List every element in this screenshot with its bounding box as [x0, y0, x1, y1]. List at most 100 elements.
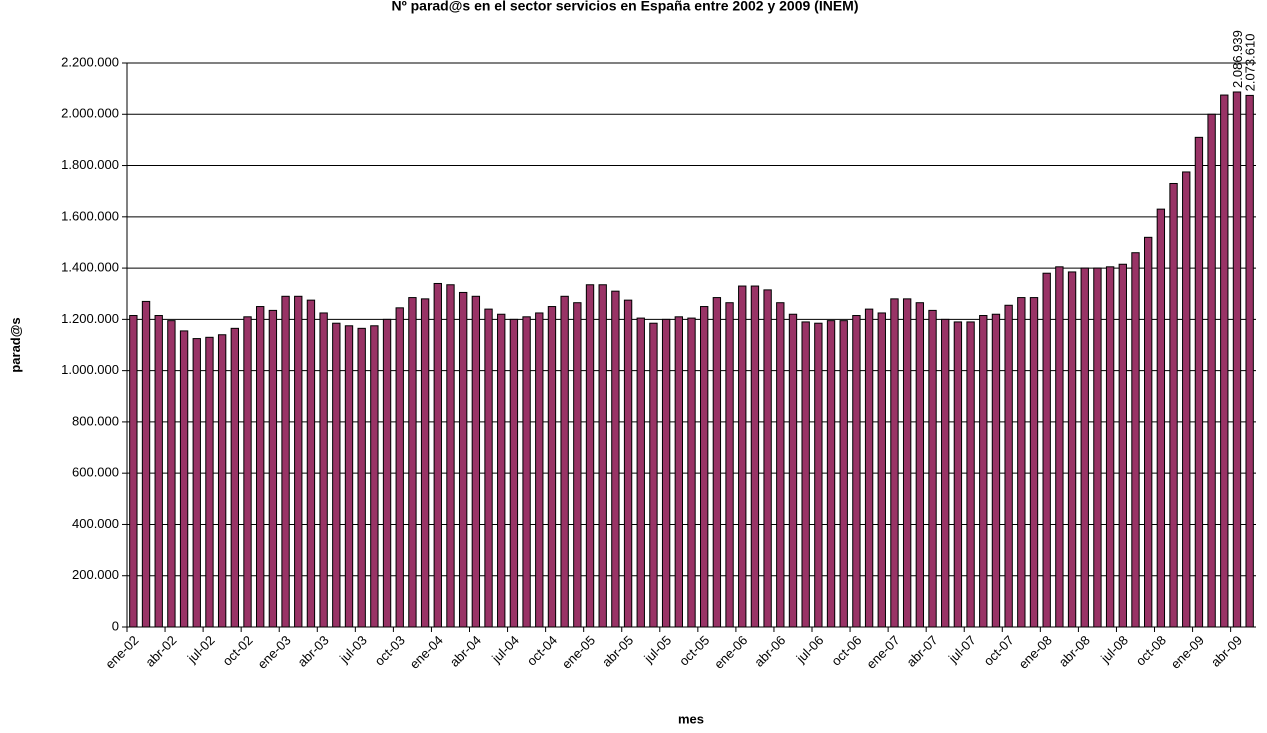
bar-may-03	[332, 322, 341, 628]
bar-sep-08	[1143, 236, 1153, 628]
bar-abr-04	[471, 295, 481, 628]
bar-jul-06	[814, 322, 823, 628]
bar-nov-04	[560, 295, 569, 628]
bar-sep-02	[230, 327, 240, 628]
x-tick-label: oct-03	[372, 633, 408, 669]
x-tick-label: abr-04	[447, 633, 484, 670]
bar-abr-07	[928, 309, 937, 628]
bar-may-09	[1245, 94, 1254, 628]
bar-nov-05	[712, 297, 722, 628]
y-axis-title: parad@s	[8, 317, 23, 372]
bar-abr-03	[319, 312, 328, 628]
bar-may-06	[788, 313, 798, 628]
x-tick-label: abr-06	[751, 633, 788, 670]
bar-dic-07	[1029, 297, 1039, 628]
bar-dic-06	[877, 312, 886, 628]
x-tick-label: ene-06	[711, 633, 750, 672]
bar-ene-08	[1042, 272, 1051, 628]
data-label: 2.086.939	[1230, 30, 1245, 88]
bar-mar-07	[915, 302, 925, 628]
bar-ene-02	[129, 315, 138, 628]
bar-sep-06	[839, 320, 848, 628]
y-tick-label: 1.400.000	[61, 260, 119, 275]
bar-mar-06	[763, 289, 772, 628]
y-axis-ticks: 0 200.000 400.000 600.000 800.000 1.000.000 1.…	[61, 54, 127, 633]
y-tick-label: 400.000	[72, 516, 119, 531]
bar-mar-04	[458, 291, 468, 628]
bar-abr-09	[1232, 91, 1242, 628]
chart-title: Nº parad@s en el sector servicios en Esp…	[392, 0, 859, 14]
bar-ene-09	[1194, 136, 1204, 628]
x-tick-label: ene-04	[407, 633, 446, 672]
bar-jul-08	[1118, 263, 1127, 628]
bar-ene-07	[890, 298, 899, 628]
bar-ago-07	[979, 315, 988, 628]
x-tick-label: abr-09	[1208, 633, 1245, 670]
data-label: 2.073.610	[1243, 34, 1258, 92]
x-tick-label: jul-05	[640, 633, 674, 667]
y-tick-label: 200.000	[72, 567, 119, 582]
bar-mar-02	[154, 315, 163, 628]
bar-ene-04	[433, 282, 442, 628]
bar-mar-03	[306, 299, 316, 628]
bar-mar-08	[1067, 271, 1077, 628]
bar-oct-05	[700, 306, 709, 628]
bar-jul-07	[966, 321, 975, 628]
bars	[129, 91, 1254, 628]
bar-mar-05	[611, 290, 620, 628]
x-tick-label: jul-04	[488, 633, 522, 667]
axes	[126, 63, 1256, 628]
x-tick-label: ene-05	[559, 633, 598, 672]
bar-abr-05	[623, 299, 633, 628]
bar-dic-05	[725, 302, 734, 628]
bar-jun-07	[953, 321, 963, 628]
bar-abr-08	[1080, 267, 1089, 628]
x-tick-label: ene-07	[863, 633, 902, 672]
y-tick-label: 1.800.000	[61, 157, 119, 172]
y-tick-label: 2.200.000	[61, 54, 119, 69]
bar-sep-05	[687, 317, 696, 628]
bar-sep-03	[382, 318, 392, 628]
x-tick-label: oct-04	[524, 633, 560, 669]
bar-jun-03	[344, 325, 354, 628]
bar-may-08	[1093, 267, 1102, 628]
bar-feb-04	[446, 284, 455, 628]
y-tick-label: 2.000.000	[61, 106, 119, 121]
bar-oct-02	[243, 316, 252, 628]
bar-jul-04	[509, 318, 519, 628]
bar-oct-04	[547, 306, 557, 628]
bar-feb-05	[598, 284, 607, 628]
bar-feb-08	[1055, 266, 1064, 628]
bar-oct-06	[852, 315, 861, 628]
bar-dic-04	[573, 302, 582, 628]
x-tick-label: oct-05	[676, 633, 712, 669]
x-tick-label: ene-08	[1016, 633, 1055, 672]
y-tick-label: 0	[112, 618, 119, 633]
bar-ago-06	[826, 320, 836, 628]
bar-oct-07	[1004, 304, 1013, 628]
x-axis-title: mes	[678, 711, 704, 726]
x-tick-label: jul-06	[793, 633, 827, 667]
bar-jul-02	[205, 336, 214, 628]
y-tick-label: 600.000	[72, 465, 119, 480]
bar-oct-08	[1156, 208, 1166, 628]
bar-nov-06	[864, 308, 874, 628]
bar-ene-05	[585, 284, 595, 628]
bar-jun-04	[497, 313, 506, 628]
bar-nov-03	[408, 297, 417, 628]
x-tick-label: abr-08	[1056, 633, 1093, 670]
x-tick-label: oct-07	[981, 633, 1017, 669]
x-tick-label: abr-02	[142, 633, 179, 670]
bar-dic-03	[420, 298, 430, 628]
bar-feb-09	[1207, 113, 1216, 628]
bar-ago-03	[370, 325, 379, 628]
bar-dic-02	[268, 309, 278, 628]
bar-ene-06	[738, 285, 747, 628]
bar-feb-02	[141, 300, 151, 628]
x-tick-label: jul-08	[1097, 633, 1131, 667]
y-tick-label: 1.000.000	[61, 362, 119, 377]
x-tick-label: jul-02	[184, 633, 218, 667]
